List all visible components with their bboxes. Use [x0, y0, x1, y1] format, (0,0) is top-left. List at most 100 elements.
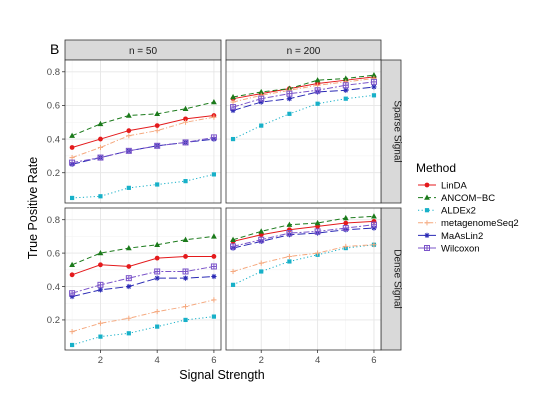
data-point — [69, 290, 76, 297]
data-point — [342, 225, 349, 232]
data-point — [342, 214, 349, 221]
data-point — [154, 128, 160, 134]
data-point — [97, 281, 104, 288]
series-aldex2 — [69, 314, 217, 348]
data-point — [315, 101, 320, 106]
data-point — [314, 87, 321, 94]
data-point — [154, 268, 161, 275]
series-line — [71, 101, 215, 137]
series-metagenomeseq2 — [69, 114, 217, 161]
data-point — [69, 342, 75, 348]
series-ancom-bc — [230, 72, 377, 100]
data-point — [211, 114, 217, 120]
data-point — [211, 98, 217, 105]
series-line — [232, 86, 375, 111]
series-line — [232, 224, 375, 247]
data-point — [286, 230, 293, 237]
series-line — [232, 227, 374, 249]
legend-label: metagenomeSeq2 — [441, 218, 519, 229]
series-line — [71, 235, 214, 266]
data-point — [69, 132, 75, 138]
data-point — [183, 179, 188, 184]
series-line — [71, 316, 214, 346]
data-point — [97, 120, 104, 127]
data-point — [286, 253, 293, 260]
data-point — [286, 221, 293, 227]
series-line — [232, 76, 375, 100]
data-point — [182, 303, 189, 310]
data-point — [230, 236, 236, 242]
facet-strip-label: n = 50 — [129, 46, 158, 57]
data-point — [154, 255, 160, 261]
data-point — [126, 128, 132, 134]
data-point — [69, 145, 75, 150]
series-wilcoxon — [69, 134, 217, 166]
data-point — [182, 236, 189, 242]
legend-label: Wilcoxon — [441, 243, 480, 254]
series-line — [72, 173, 215, 199]
y-tick-label: 0.4 — [47, 134, 60, 145]
data-point — [230, 136, 236, 142]
legend-title: Method — [416, 161, 456, 175]
legend-item-linda: LinDA — [418, 180, 468, 191]
data-point — [154, 241, 161, 247]
data-point — [97, 250, 104, 256]
data-point — [125, 275, 132, 282]
data-point — [155, 182, 160, 187]
series-line — [232, 244, 375, 286]
data-point — [126, 331, 131, 336]
y-tick-label: 0.2 — [47, 315, 60, 326]
panel-tag: B — [50, 41, 59, 57]
data-point — [69, 329, 75, 335]
series-wilcoxon — [69, 263, 217, 297]
data-point — [371, 72, 377, 78]
legend-item-ancom-bc: ANCOM−BC — [418, 193, 495, 204]
series-linda — [69, 254, 217, 278]
series-line — [71, 255, 214, 276]
data-point — [183, 317, 188, 323]
data-point — [287, 111, 292, 116]
series-line — [232, 81, 375, 108]
series-line — [71, 265, 214, 294]
facet-strip-label: n = 200 — [287, 46, 321, 57]
series-line — [232, 78, 375, 103]
series-line — [72, 136, 214, 164]
y-tick-label: 0.6 — [47, 101, 60, 112]
data-point — [210, 134, 217, 141]
series-line — [232, 220, 374, 242]
y-tick-label: 0.6 — [47, 248, 60, 259]
data-point — [154, 142, 161, 149]
legend-item-metagenomeseq2: metagenomeSeq2 — [418, 218, 519, 229]
data-point — [230, 93, 236, 100]
panel-n-50-sparse-signal: 0.2 0.4 0.6 0.8 — [47, 59, 222, 204]
data-point — [69, 159, 76, 166]
data-point — [287, 259, 292, 264]
data-point — [183, 116, 188, 122]
data-point — [371, 84, 377, 90]
data-point — [259, 269, 264, 274]
data-point — [370, 221, 377, 228]
y-tick-label: 0.4 — [47, 282, 60, 293]
data-point — [343, 87, 349, 93]
data-point — [210, 263, 217, 270]
series-aldex2 — [69, 172, 217, 201]
x-tick-label: 6 — [371, 355, 376, 366]
data-point — [343, 243, 349, 250]
data-point — [314, 77, 321, 83]
data-point — [371, 242, 377, 248]
series-ancom-bc — [230, 213, 377, 242]
x-tick-label: 2 — [259, 355, 264, 366]
data-point — [69, 272, 75, 278]
legend-item-aldex2: ALDEx2 — [418, 206, 476, 217]
y-axis-title: True Positive Rate — [26, 157, 40, 259]
data-point — [126, 315, 132, 321]
data-point — [258, 95, 265, 102]
data-point — [98, 194, 103, 199]
data-point — [98, 334, 103, 339]
legend-item-maaslin2: MaAsLin2 — [418, 231, 483, 242]
legend: Method LinDA ANCOM−BC ALDEx2metagenomeSeq2… — [416, 161, 519, 254]
data-point — [230, 268, 236, 275]
data-point — [182, 105, 189, 111]
data-point — [230, 104, 237, 111]
